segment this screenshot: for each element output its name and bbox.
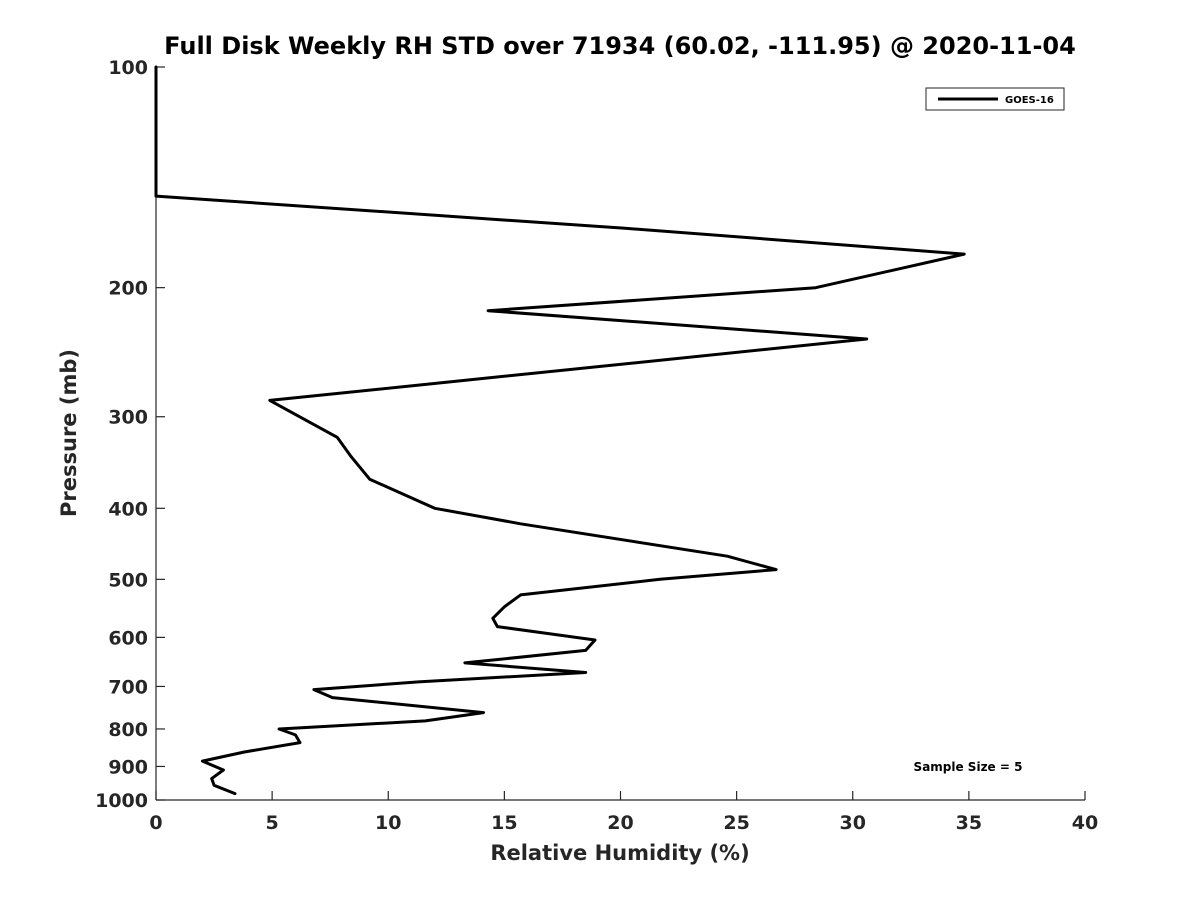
x-tick-label: 35 bbox=[956, 812, 982, 834]
series-line-goes-16 bbox=[154, 65, 966, 796]
y-tick-label: 800 bbox=[108, 719, 148, 741]
series-layer bbox=[154, 65, 966, 796]
x-tick-label: 20 bbox=[607, 812, 633, 834]
y-tick-label: 400 bbox=[108, 498, 148, 520]
x-tick-label: 5 bbox=[266, 812, 279, 834]
y-tick-label: 900 bbox=[108, 756, 148, 778]
axes: 0 5 10 15 20 25 30 35 40 100 200 300 400 500 600 700 800… bbox=[95, 57, 1098, 834]
x-tick-label: 0 bbox=[149, 812, 162, 834]
legend-entry-goes-16: GOES-16 bbox=[1005, 95, 1054, 106]
x-axis-label: Relative Humidity (%) bbox=[490, 841, 749, 865]
y-tick-label: 700 bbox=[108, 676, 148, 698]
y-tick-label: 200 bbox=[108, 278, 148, 300]
x-tick-label: 25 bbox=[723, 812, 749, 834]
y-axis-label: Pressure (mb) bbox=[57, 349, 81, 517]
legend: GOES-16 bbox=[925, 87, 1065, 111]
y-tick-label: 500 bbox=[108, 569, 148, 591]
x-tick-label: 15 bbox=[491, 812, 517, 834]
x-tick-label: 30 bbox=[840, 812, 866, 834]
x-tick-label: 40 bbox=[1072, 812, 1098, 834]
y-tick-label: 100 bbox=[108, 57, 148, 79]
sample-size-annotation: Sample Size = 5 bbox=[914, 760, 1023, 774]
x-tick-label: 10 bbox=[375, 812, 401, 834]
y-tick-label: 1000 bbox=[95, 790, 148, 812]
y-tick-label: 600 bbox=[108, 627, 148, 649]
y-tick-label: 300 bbox=[108, 407, 148, 429]
chart-title: Full Disk Weekly RH STD over 71934 (60.0… bbox=[164, 32, 1076, 60]
